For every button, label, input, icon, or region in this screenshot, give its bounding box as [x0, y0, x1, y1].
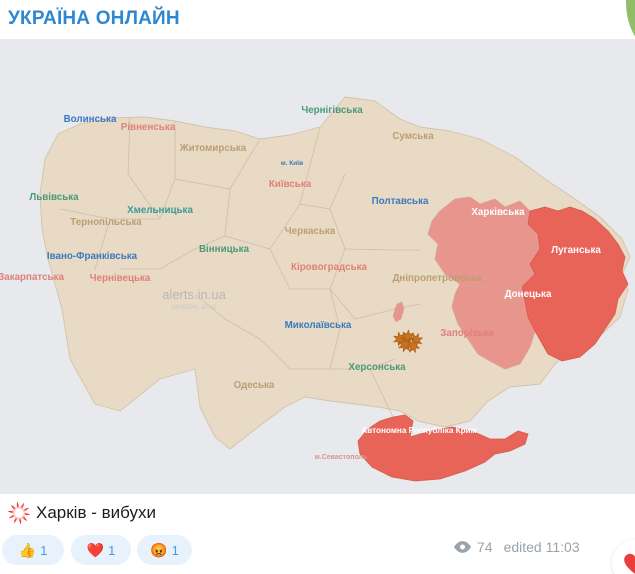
svg-text:Житомирська: Житомирська	[179, 143, 247, 154]
svg-text:Чернівецька: Чернівецька	[90, 273, 151, 284]
svg-text:Луганська: Луганська	[551, 245, 601, 256]
svg-text:Волинська: Волинська	[64, 114, 117, 125]
svg-text:Сумська: Сумська	[392, 131, 434, 142]
svg-text:Запорізька: Запорізька	[440, 328, 494, 339]
svg-text:Автономна Республіка Крим: Автономна Республіка Крим	[361, 425, 477, 435]
svg-text:Рівненська: Рівненська	[121, 122, 176, 133]
svg-text:Київська: Київська	[269, 179, 312, 190]
svg-text:Тернопільська: Тернопільська	[70, 217, 142, 228]
svg-text:Вінницька: Вінницька	[199, 244, 250, 255]
svg-text:Миколаївська: Миколаївська	[285, 320, 352, 331]
svg-text:Дніпропетровська: Дніпропетровська	[392, 273, 482, 284]
svg-text:Полтавська: Полтавська	[372, 196, 429, 207]
svg-text:Кіровоградська: Кіровоградська	[291, 262, 368, 273]
svg-text:Хмельницька: Хмельницька	[127, 205, 193, 216]
svg-text:alerts.in.ua: alerts.in.ua	[162, 287, 226, 302]
svg-text:м.Севастополь: м.Севастополь	[315, 454, 368, 461]
svg-text:м. Київ: м. Київ	[281, 160, 303, 167]
svg-text:Львівська: Львівська	[29, 192, 79, 203]
svg-text:03/05/24, 10:42: 03/05/24, 10:42	[171, 304, 217, 311]
svg-text:Харківська: Харківська	[471, 207, 525, 218]
svg-text:Херсонська: Херсонська	[348, 362, 406, 373]
svg-text:Черкаська: Черкаська	[285, 226, 336, 237]
svg-text:Закарпатська: Закарпатська	[0, 272, 64, 283]
svg-text:Чернігівська: Чернігівська	[301, 105, 363, 116]
svg-text:Одеська: Одеська	[234, 380, 275, 391]
svg-text:Донецька: Донецька	[505, 289, 552, 300]
svg-text:Івано-Франківська: Івано-Франківська	[47, 251, 138, 262]
